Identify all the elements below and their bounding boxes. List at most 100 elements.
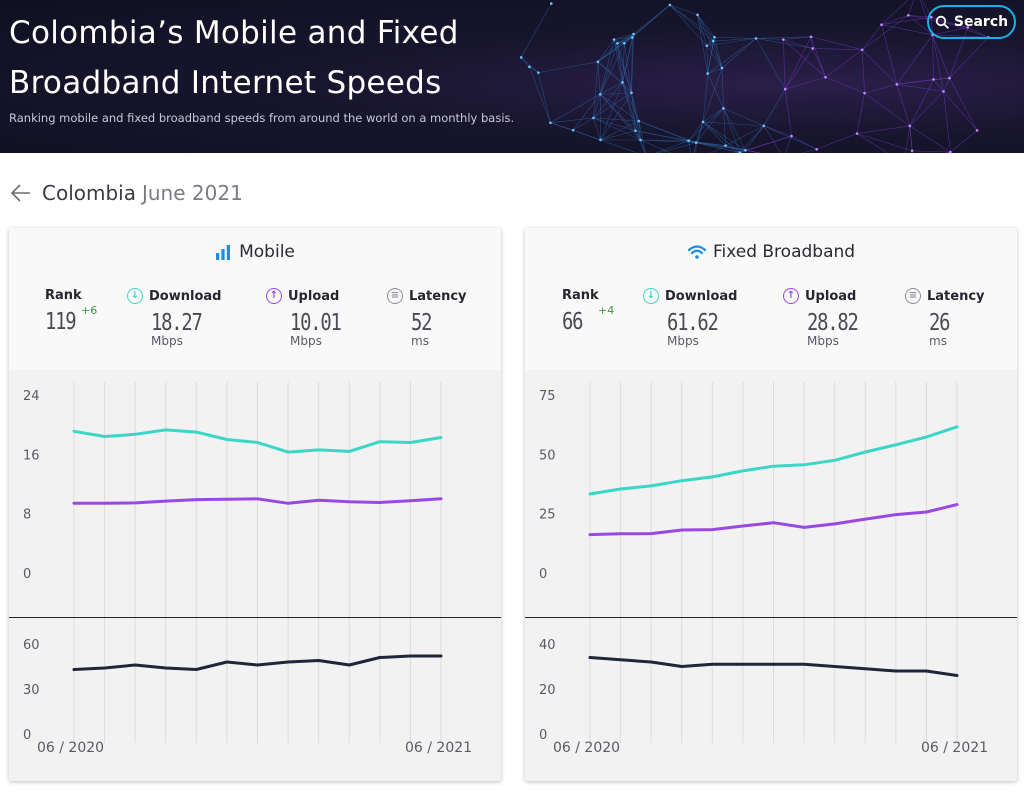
mobile-rank: Rank 119 +6 xyxy=(45,288,97,335)
y-tick-label: 0 xyxy=(23,728,31,743)
network-link xyxy=(763,89,786,126)
network-node xyxy=(949,150,952,153)
network-link xyxy=(723,108,746,151)
fixed-latency-chart: 0 20 40 xyxy=(539,618,959,743)
network-link xyxy=(617,43,623,83)
network-link xyxy=(864,84,897,94)
network-link xyxy=(599,43,625,95)
network-link xyxy=(697,14,709,74)
network-link xyxy=(597,39,615,62)
network-node xyxy=(863,91,866,95)
network-node xyxy=(966,26,970,29)
network-link xyxy=(669,4,714,42)
network-link xyxy=(725,145,741,153)
download-label: Download xyxy=(149,288,222,304)
series-line-download xyxy=(72,428,443,454)
network-link xyxy=(810,36,863,51)
network-link xyxy=(694,121,704,153)
network-link xyxy=(896,84,911,127)
network-link xyxy=(654,140,689,153)
network-link xyxy=(707,38,757,74)
network-link xyxy=(784,36,812,90)
fixed-speed-chart: 0 25 50 75 xyxy=(539,382,959,617)
network-node xyxy=(616,42,619,45)
page-title: Colombia’s Mobile and Fixed Broadband In… xyxy=(9,15,459,101)
network-link xyxy=(631,92,636,131)
network-link xyxy=(783,39,813,49)
network-node xyxy=(637,119,641,123)
network-node xyxy=(571,128,575,132)
fixed-panel-title: Fixed Broadband xyxy=(525,242,1017,262)
breadcrumb: Colombia June 2021 xyxy=(10,180,243,206)
network-link xyxy=(640,139,672,153)
network-link xyxy=(669,4,708,46)
mobile-date-end: 06 / 2021 xyxy=(405,740,473,756)
network-node xyxy=(809,35,813,39)
network-link xyxy=(714,36,757,39)
search-button[interactable]: Search xyxy=(927,5,1016,39)
y-tick-label: 30 xyxy=(23,683,40,698)
network-link xyxy=(538,72,551,123)
network-node xyxy=(932,78,935,81)
network-link xyxy=(669,4,698,16)
page-subtitle: Ranking mobile and fixed broadband speed… xyxy=(9,111,515,125)
network-link xyxy=(593,117,639,122)
fixed-title-text: Fixed Broadband xyxy=(712,242,856,262)
network-link xyxy=(932,34,950,79)
network-node xyxy=(880,23,883,27)
network-link xyxy=(613,39,623,83)
wifi-icon xyxy=(687,245,707,259)
download-value: 61.62 xyxy=(667,310,719,336)
network-node xyxy=(724,144,727,147)
y-tick-label: 60 xyxy=(23,638,40,653)
upload-icon: ↑ xyxy=(783,288,799,304)
network-link xyxy=(622,43,625,83)
network-node xyxy=(528,65,531,69)
network-link xyxy=(723,107,764,127)
network-link xyxy=(783,39,826,78)
network-link xyxy=(967,27,989,38)
network-node xyxy=(623,41,626,45)
network-link xyxy=(707,67,723,74)
network-link xyxy=(599,39,615,95)
network-link xyxy=(702,121,746,151)
network-link xyxy=(949,77,978,131)
network-link xyxy=(631,37,633,93)
network-node xyxy=(621,81,624,84)
network-link xyxy=(597,61,601,95)
network-link xyxy=(912,150,951,153)
network-link xyxy=(597,61,632,93)
network-link xyxy=(617,43,632,93)
network-link xyxy=(702,121,726,146)
network-node xyxy=(592,116,595,120)
network-link xyxy=(721,67,724,109)
network-link xyxy=(599,94,641,141)
network-link xyxy=(856,133,888,153)
y-tick-label: 24 xyxy=(23,389,40,404)
network-link xyxy=(613,33,634,40)
network-link xyxy=(600,92,632,141)
series-line-latency xyxy=(72,654,443,671)
network-link xyxy=(943,91,978,131)
rank-label: Rank xyxy=(562,288,599,303)
breadcrumb-date: June 2021 xyxy=(141,181,243,205)
network-link xyxy=(739,125,765,153)
upload-label: Upload xyxy=(288,288,340,304)
network-link xyxy=(791,135,817,150)
network-link xyxy=(600,130,636,141)
network-link xyxy=(896,84,944,92)
y-tick-label: 0 xyxy=(539,567,547,582)
network-link xyxy=(695,108,724,143)
network-node xyxy=(895,83,899,86)
network-link xyxy=(600,139,638,153)
network-link xyxy=(697,14,708,46)
network-link xyxy=(810,36,814,49)
network-node xyxy=(790,134,793,138)
back-arrow-icon[interactable] xyxy=(10,182,32,204)
network-link xyxy=(707,73,724,109)
network-link xyxy=(622,82,636,131)
fixed-download: ↓ Download 61.62 Mbps xyxy=(643,288,737,348)
network-node xyxy=(824,75,827,79)
network-link xyxy=(745,150,761,153)
fixed-rank: Rank 66 +4 xyxy=(562,288,614,335)
